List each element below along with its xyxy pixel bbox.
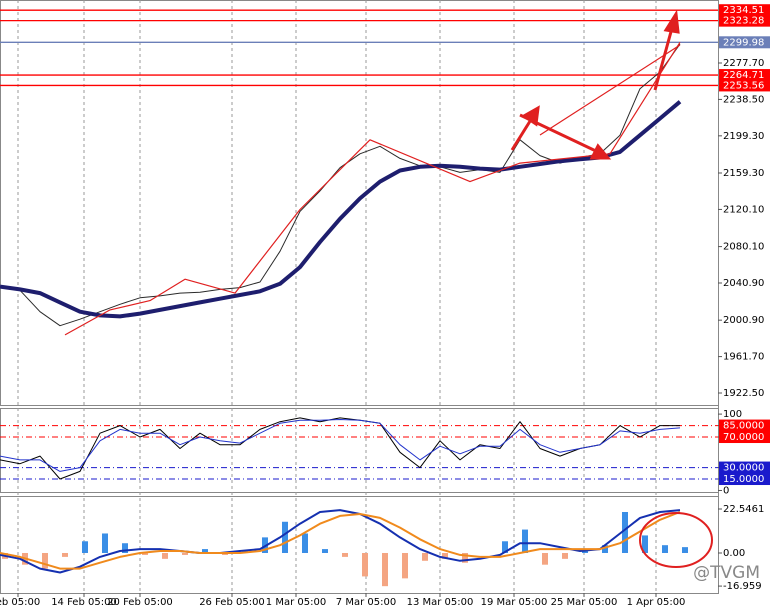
histogram-bar xyxy=(642,535,648,553)
series-line xyxy=(64,41,681,336)
level-label-box xyxy=(719,473,770,486)
arrow-head xyxy=(663,9,680,34)
histogram-bar xyxy=(362,552,368,577)
level-label-box xyxy=(719,461,770,474)
x-tick-label: 7 Mar 05:00 xyxy=(336,597,396,608)
histogram-bar xyxy=(422,552,428,561)
series-line xyxy=(0,419,681,472)
y-tick-label: 85.0000 xyxy=(723,421,764,432)
level-label-box xyxy=(719,4,770,17)
level-label-box xyxy=(719,14,770,27)
y-tick-label: 2277.70 xyxy=(723,58,764,69)
histogram-bar xyxy=(142,552,148,555)
histogram-bar xyxy=(682,547,688,553)
y-tick-label: 0.00 xyxy=(723,548,745,559)
y-tick-label: 2000.90 xyxy=(723,315,764,326)
y-tick-label: -16.959 xyxy=(723,581,762,592)
histogram-bar xyxy=(102,533,108,553)
level-label: 2264.71 xyxy=(723,70,764,81)
histogram-bar xyxy=(62,552,68,557)
level-label-box xyxy=(719,69,770,82)
histogram-bar xyxy=(502,541,508,553)
x-tick-label: 1 Mar 05:00 xyxy=(266,597,326,608)
histogram-bar xyxy=(342,552,348,557)
y-tick-label: 15.0000 xyxy=(723,474,764,485)
highlight-circle xyxy=(639,512,713,568)
series-line xyxy=(0,417,680,480)
histogram-bar xyxy=(562,552,568,559)
y-tick-label: 2199.30 xyxy=(723,131,764,142)
level-label: 2253.56 xyxy=(723,80,764,91)
x-tick-label: 26 Feb 05:00 xyxy=(199,597,265,608)
y-tick-label: 0 xyxy=(723,485,729,496)
histogram-bar xyxy=(542,552,548,565)
histogram-bar xyxy=(402,552,408,579)
histogram-bar xyxy=(662,545,668,553)
y-tick-label: 1922.50 xyxy=(723,388,764,399)
level-label: 2323.28 xyxy=(723,16,764,27)
histogram-bar xyxy=(462,552,468,563)
y-tick-label: 22.5461 xyxy=(723,504,764,515)
x-tick-label: eb 05:00 xyxy=(0,597,40,608)
histogram-bar xyxy=(182,552,188,555)
arrow xyxy=(510,117,534,151)
y-tick-label: 2120.10 xyxy=(723,204,764,215)
trend-line xyxy=(539,44,681,136)
y-tick-label: 70.0000 xyxy=(723,432,764,443)
level-label-box xyxy=(719,431,770,444)
histogram-bar xyxy=(602,545,608,553)
histogram-bar xyxy=(82,541,88,553)
x-tick-label: 14 Feb 05:00 xyxy=(51,597,117,608)
histogram-bar xyxy=(122,543,128,553)
series-line xyxy=(0,100,682,319)
x-tick-label: 25 Mar 05:00 xyxy=(551,597,618,608)
arrow-head xyxy=(589,143,612,160)
histogram-bar xyxy=(302,533,308,553)
histogram-bar xyxy=(282,521,288,553)
histogram-bar xyxy=(442,552,448,559)
histogram-bar xyxy=(202,549,208,553)
y-tick-label: 2238.50 xyxy=(723,94,764,105)
histogram-bar xyxy=(322,549,328,553)
x-tick-label: 1 Apr 05:00 xyxy=(627,597,686,608)
histogram-bar xyxy=(42,552,48,569)
level-label-box xyxy=(719,79,770,92)
x-tick-label: 13 Mar 05:00 xyxy=(407,597,474,608)
histogram-bar xyxy=(522,529,528,553)
y-tick-label: 1961.70 xyxy=(723,352,764,363)
level-label-box xyxy=(719,419,770,432)
arrow xyxy=(653,27,674,91)
histogram-bar xyxy=(382,552,388,587)
y-tick-label: 30.0000 xyxy=(723,463,764,474)
y-tick-label: 2040.90 xyxy=(723,278,764,289)
histogram-bar xyxy=(162,552,168,559)
y-tick-label: 100 xyxy=(723,409,742,420)
watermark: @TVGM xyxy=(693,563,760,583)
arrow xyxy=(519,113,599,154)
x-tick-label: 19 Mar 05:00 xyxy=(481,597,548,608)
y-tick-label: 2080.10 xyxy=(723,242,764,253)
annotation-arrows xyxy=(510,9,680,160)
level-label-box xyxy=(719,36,770,49)
level-label: 2334.51 xyxy=(723,5,764,16)
level-label: 2299.98 xyxy=(723,37,764,48)
y-tick-label: 2159.30 xyxy=(723,168,764,179)
series-line xyxy=(0,511,681,570)
x-tick-label: 20 Feb 05:00 xyxy=(107,597,173,608)
histogram-bar xyxy=(622,512,628,553)
